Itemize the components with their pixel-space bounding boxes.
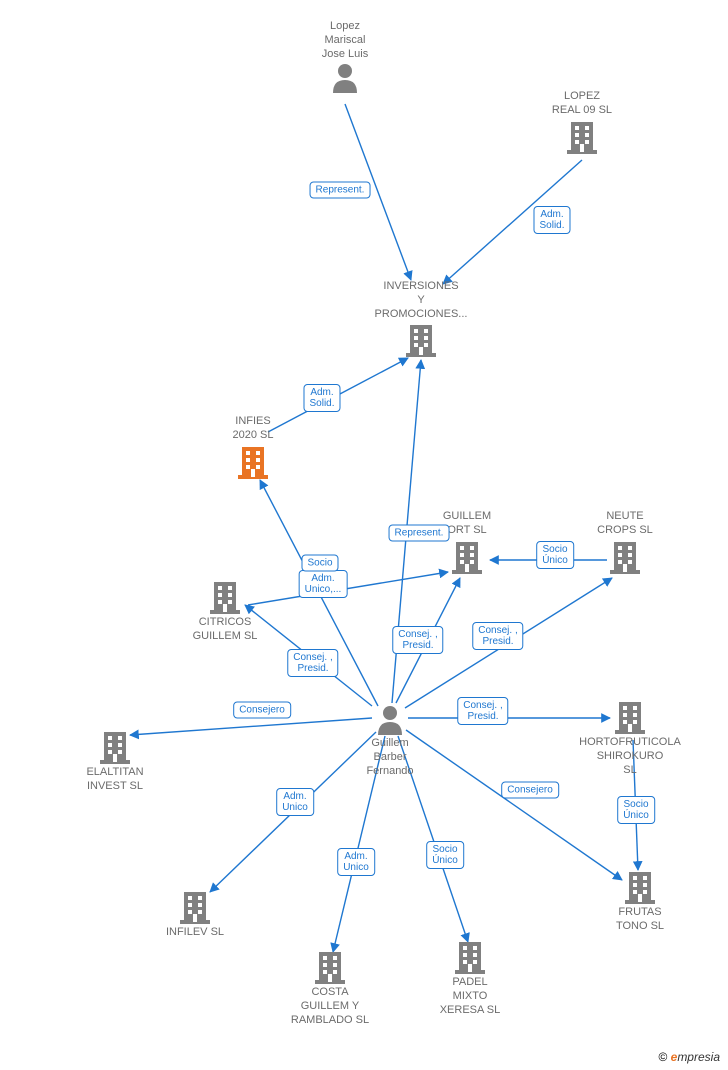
node-infies[interactable]: INFIES 2020 SL (193, 415, 313, 479)
node-label: CITRICOS GUILLEM SL (165, 616, 285, 644)
edge-label: Consej. , Presid. (472, 622, 523, 650)
node-citricos[interactable]: CITRICOS GUILLEM SL (165, 580, 285, 644)
node-label: NEUTE CROPS SL (565, 510, 685, 538)
edge-label: Socio Único (536, 541, 574, 569)
building-icon (570, 700, 690, 734)
node-label: INVERSIONES Y PROMOCIONES... (361, 280, 481, 321)
node-padel[interactable]: PADEL MIXTO XERESA SL (410, 940, 530, 1017)
building-icon (522, 120, 642, 154)
edge-label: Represent. (389, 525, 450, 542)
node-neute[interactable]: NEUTE CROPS SL (565, 510, 685, 574)
building-icon (165, 580, 285, 614)
node-invprom[interactable]: INVERSIONES Y PROMOCIONES... (361, 280, 481, 357)
edge-label: Consej. , Presid. (392, 626, 443, 654)
node-label: COSTA GUILLEM Y RAMBLADO SL (270, 986, 390, 1027)
node-lopez[interactable]: Lopez Mariscal Jose Luis (285, 20, 405, 93)
watermark-copyright: © (658, 1050, 667, 1064)
watermark-brand: empresia (671, 1050, 720, 1064)
node-label: PADEL MIXTO XERESA SL (410, 976, 530, 1017)
building-icon (407, 540, 527, 574)
building-icon (135, 890, 255, 924)
edge-label: Consejero (501, 782, 559, 799)
node-elaltitan[interactable]: ELALTITAN INVEST SL (55, 730, 175, 794)
node-label: Lopez Mariscal Jose Luis (285, 20, 405, 61)
node-label: Guillem Barber Fernando (330, 737, 450, 778)
edge-label: Consej. , Presid. (457, 697, 508, 725)
node-guillemort[interactable]: GUILLEM ORT SL (407, 510, 527, 574)
building-icon (565, 540, 685, 574)
building-icon (55, 730, 175, 764)
edge-label: Adm. Solid. (303, 384, 340, 412)
node-hortof[interactable]: HORTOFRUTICOLA SHIROKURO SL (570, 700, 690, 777)
node-costa[interactable]: COSTA GUILLEM Y RAMBLADO SL (270, 950, 390, 1027)
node-label: LOPEZ REAL 09 SL (522, 90, 642, 118)
edge-label: Adm. Unico,... (299, 570, 348, 598)
edge-label: Adm. Solid. (533, 206, 570, 234)
person-icon (285, 63, 405, 93)
node-lopezreal[interactable]: LOPEZ REAL 09 SL (522, 90, 642, 154)
node-label: HORTOFRUTICOLA SHIROKURO SL (570, 736, 690, 777)
edge-label: Represent. (310, 182, 371, 199)
building-icon (410, 940, 530, 974)
edge-label: Consejero (233, 702, 291, 719)
edge-label: Adm. Unico (337, 848, 375, 876)
building-icon (361, 323, 481, 357)
person-icon (330, 705, 450, 735)
building-icon (193, 445, 313, 479)
edge-label: Consej. , Presid. (287, 649, 338, 677)
node-label: INFILEV SL (135, 926, 255, 940)
node-label: INFIES 2020 SL (193, 415, 313, 443)
node-guillembp[interactable]: Guillem Barber Fernando (330, 705, 450, 778)
building-icon (270, 950, 390, 984)
node-frutas[interactable]: FRUTAS TONO SL (580, 870, 700, 934)
node-label: FRUTAS TONO SL (580, 906, 700, 934)
building-icon (580, 870, 700, 904)
edge-label: Socio (301, 555, 338, 572)
edge-label: Socio Único (426, 841, 464, 869)
edge-label: Socio Único (617, 796, 655, 824)
node-infilev[interactable]: INFILEV SL (135, 890, 255, 940)
watermark: © empresia (658, 1050, 720, 1064)
node-label: ELALTITAN INVEST SL (55, 766, 175, 794)
edge-label: Adm. Unico (276, 788, 314, 816)
